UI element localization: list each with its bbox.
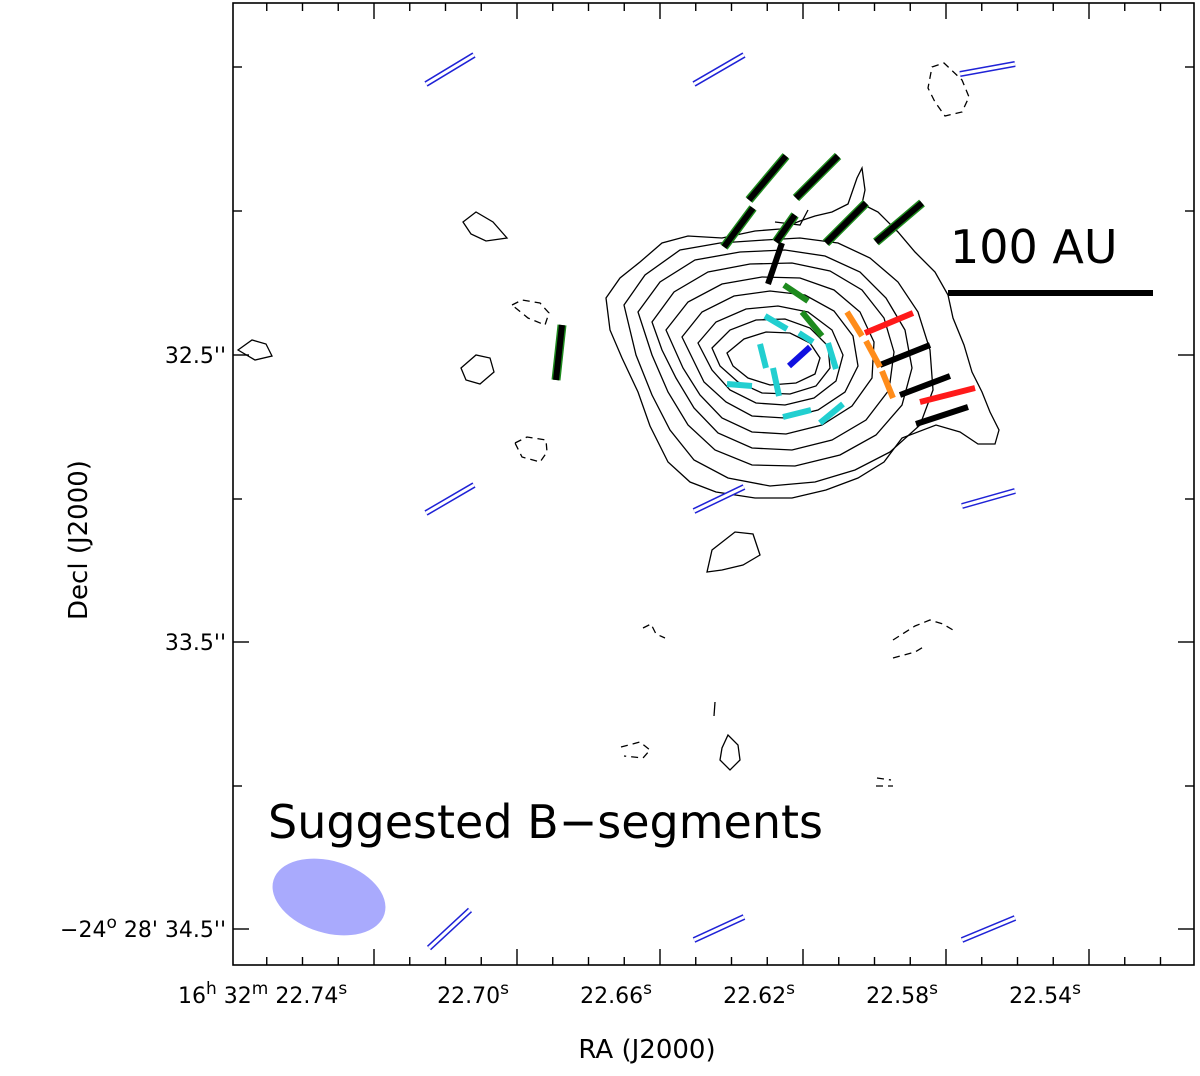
contour-level-6: [681, 290, 859, 419]
b-segment-black: [898, 373, 952, 398]
pos-contour: [774, 209, 809, 226]
reference-vector-inner: [425, 53, 475, 86]
b-segment-green: [782, 282, 810, 304]
b-segments: [551, 152, 976, 427]
reference-vector-inner: [427, 908, 472, 950]
x-axis-title: RA (J2000): [578, 1035, 715, 1065]
b-segment-black: [773, 213, 798, 244]
b-segment-black: [765, 242, 785, 285]
reference-vector-inner: [693, 485, 745, 513]
y-axis-title: Decl (J2000): [64, 460, 94, 620]
b-segment-cyan: [825, 342, 839, 370]
pos-contour: [719, 733, 741, 771]
reference-vector-inner: [693, 915, 745, 942]
y-tick-label: −24o 28' 34.5'': [60, 913, 226, 943]
pos-contour: [706, 531, 761, 573]
x-tick-label: 22.70s: [437, 979, 509, 1009]
axis-tick-labels: 16h 32m 22.74s 22.70s 22.66s 22.62s 22.58s 22…: [60, 344, 1081, 1009]
b-segment-black: [915, 404, 969, 427]
b-segment-cyan: [763, 313, 789, 332]
contour-level-2: [623, 237, 934, 487]
b-segment-cyan: [818, 401, 845, 426]
pos-contour: [236, 339, 273, 361]
b-segment-cyan: [770, 367, 782, 397]
reference-vector-inner: [961, 916, 1016, 942]
neg-contour: [927, 62, 970, 117]
pos-contour: [460, 354, 495, 385]
b-segment-cyan: [782, 407, 812, 420]
b-segment-red: [863, 310, 915, 336]
neg-contour: [620, 741, 651, 759]
axis-ticks: [233, 3, 1194, 965]
panel-label: Suggested B−segments: [268, 795, 823, 849]
reference-vector-inner: [693, 53, 745, 86]
b-segment-orange: [863, 339, 883, 369]
contour-level-5: [665, 276, 875, 435]
y-tick-label: 33.5'': [165, 631, 226, 656]
x-tick-label: 22.58s: [866, 979, 938, 1009]
pos-contour: [713, 701, 716, 717]
x-tick-label: 22.66s: [580, 979, 652, 1009]
b-segment-cyan: [797, 330, 815, 345]
negative-contours: [510, 62, 970, 787]
x-tick-label: 22.54s: [1009, 979, 1081, 1009]
reference-vector-inner: [959, 62, 1016, 76]
x-tick-label: 16h 32m 22.74s: [178, 979, 347, 1009]
b-segment-blue: [786, 344, 813, 369]
reference-vector-inner: [961, 489, 1016, 508]
contour-level-7: [697, 305, 844, 406]
neg-contour: [642, 623, 666, 639]
x-tick-label: 22.62s: [723, 979, 795, 1009]
plot-frame: [232, 2, 1195, 966]
contour-level-3: [637, 249, 913, 467]
neg-contour: [892, 619, 954, 659]
neg-contour: [514, 436, 548, 463]
scale-bar-label: 100 AU: [950, 220, 1118, 274]
pos-contour: [462, 211, 509, 242]
positive-contours: [236, 165, 1000, 771]
beam-ellipse: [272, 858, 386, 936]
b-segment-orange: [844, 310, 865, 338]
b-segment-red: [919, 385, 976, 405]
b-segment-cyan: [726, 381, 753, 389]
b-segment-black: [553, 324, 565, 381]
b-segment-black: [878, 342, 932, 368]
b-segment-black: [721, 206, 756, 249]
b-segment-cyan: [757, 343, 769, 369]
b-segment-black: [746, 154, 789, 202]
b-segment-green: [799, 310, 825, 338]
neg-contour: [510, 299, 550, 326]
reference-vectors: [424, 52, 1017, 951]
b-segment-black: [793, 153, 841, 201]
b-segment-black: [823, 200, 869, 246]
b-segment-orange: [879, 369, 896, 400]
neg-contour: [876, 777, 893, 787]
contour-level-9: [726, 331, 821, 386]
b-segment-black: [874, 200, 924, 245]
y-tick-label: 32.5'': [165, 344, 226, 369]
reference-vector-inner: [425, 483, 475, 515]
